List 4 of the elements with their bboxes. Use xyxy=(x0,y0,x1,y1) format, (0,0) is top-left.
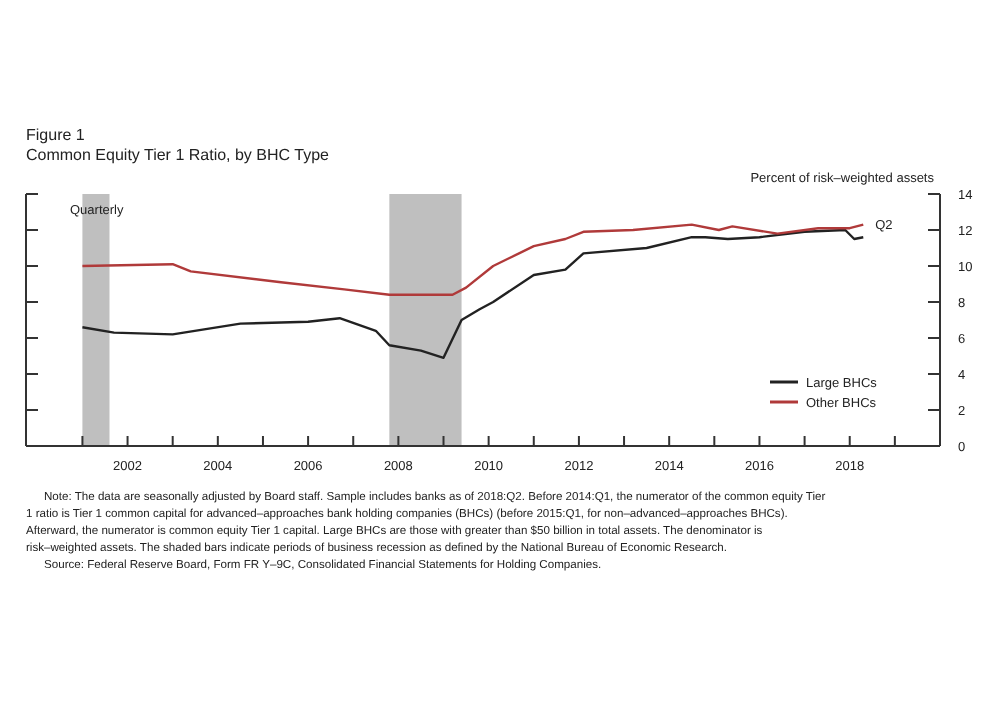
chart-subtitle: Common Equity Tier 1 Ratio, by BHC Type xyxy=(26,146,331,164)
line-series xyxy=(81,223,865,296)
chart-title: Figure 1 xyxy=(26,126,86,144)
line-series xyxy=(81,228,865,359)
